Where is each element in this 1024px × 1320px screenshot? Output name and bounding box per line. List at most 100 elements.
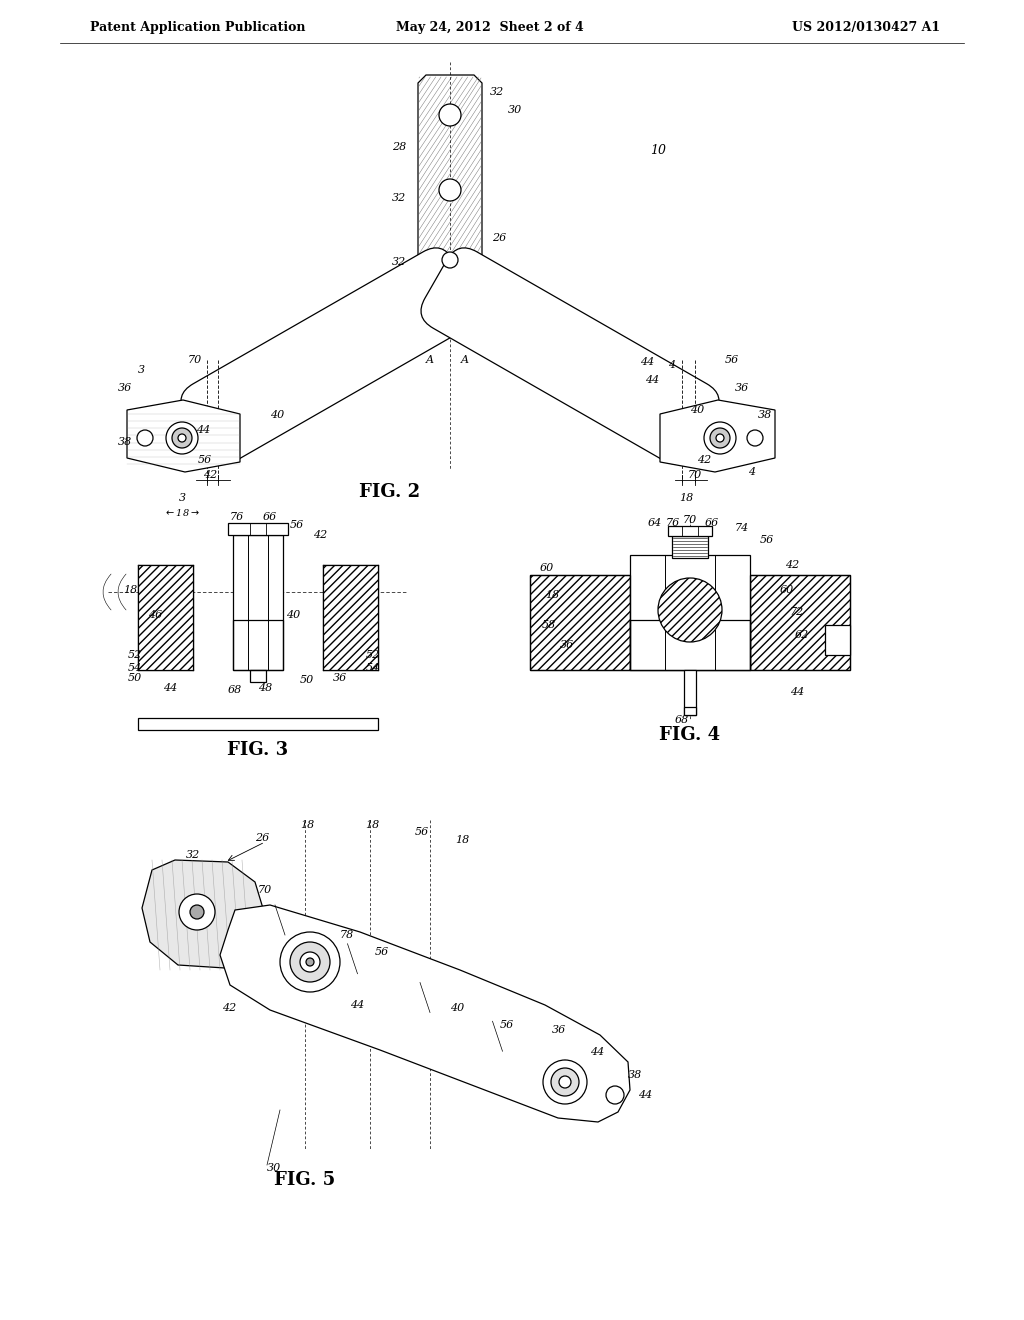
Text: 18: 18 [679,492,693,503]
Text: 26: 26 [492,234,506,243]
Circle shape [166,422,198,454]
Circle shape [280,932,340,993]
Polygon shape [660,400,775,473]
Text: 26: 26 [255,833,269,843]
Text: 48: 48 [258,682,272,693]
Text: 40: 40 [270,411,285,420]
Circle shape [442,252,458,268]
Text: 44: 44 [350,1001,365,1010]
Text: 3: 3 [178,492,185,503]
Text: 56: 56 [500,1020,514,1030]
Bar [138,565,193,671]
Text: 36: 36 [560,640,574,649]
Text: 56: 56 [725,355,739,366]
Bar [750,576,850,671]
Text: 56: 56 [760,535,774,545]
Text: 70: 70 [188,355,203,366]
Text: 18: 18 [455,836,469,845]
Text: 56: 56 [198,455,212,465]
FancyBboxPatch shape [181,248,479,465]
Bar [825,624,850,655]
Text: 78: 78 [340,931,354,940]
Polygon shape [418,75,482,271]
Text: 72: 72 [790,607,804,616]
Bar [630,554,750,671]
Text: FIG. 3: FIG. 3 [227,741,289,759]
Circle shape [705,422,736,454]
Text: FIG. 4: FIG. 4 [659,726,721,744]
Text: 44: 44 [196,425,210,436]
Text: 68: 68 [675,715,689,725]
Text: 56: 56 [415,828,429,837]
Bar [250,671,266,682]
Bar [684,708,696,715]
Text: 40: 40 [690,405,705,414]
Bar [668,525,712,536]
Circle shape [439,180,461,201]
Bar [672,536,708,558]
Text: $\leftarrow$18$\rightarrow$: $\leftarrow$18$\rightarrow$ [164,507,200,517]
Text: 54: 54 [128,663,142,673]
Text: 32: 32 [392,193,407,203]
Circle shape [559,1076,571,1088]
Text: 30: 30 [267,1163,282,1173]
Text: FIG. 5: FIG. 5 [274,1171,336,1189]
Circle shape [190,906,204,919]
Text: 32: 32 [392,257,407,267]
Text: 4: 4 [748,467,755,477]
Text: 70: 70 [688,470,702,480]
Text: 42: 42 [313,531,328,540]
Text: 10: 10 [650,144,666,157]
Text: 38: 38 [758,411,772,420]
Text: 76: 76 [229,512,244,521]
Text: 36: 36 [735,383,750,393]
Bar [138,718,378,730]
Text: 66: 66 [263,512,278,521]
Text: 64: 64 [648,517,663,528]
Circle shape [716,434,724,442]
Text: 28: 28 [392,143,407,152]
Text: 50: 50 [300,675,314,685]
Text: 56: 56 [375,946,389,957]
Bar [750,576,850,671]
Text: 44: 44 [790,686,804,697]
Text: 58: 58 [542,620,556,630]
Bar [228,523,288,535]
Text: 60: 60 [780,585,795,595]
Text: 42: 42 [222,1003,237,1012]
Bar [138,565,193,671]
Text: 38: 38 [628,1071,642,1080]
Text: May 24, 2012  Sheet 2 of 4: May 24, 2012 Sheet 2 of 4 [396,21,584,33]
Polygon shape [220,906,630,1122]
Text: 76: 76 [666,517,680,528]
Text: 4: 4 [668,360,675,370]
Circle shape [290,942,330,982]
Bar [630,620,750,671]
Bar [684,671,696,715]
Text: 36: 36 [118,383,132,393]
Text: 56: 56 [290,520,304,531]
Circle shape [137,430,153,446]
Circle shape [306,958,314,966]
Text: 44: 44 [638,1090,652,1100]
Bar [233,620,283,671]
Text: 54: 54 [366,663,380,673]
Text: 62: 62 [795,630,809,640]
Bar [530,576,630,671]
Text: 70: 70 [258,884,272,895]
Text: 68: 68 [228,685,243,696]
Text: 44: 44 [645,375,659,385]
Circle shape [179,894,215,931]
Text: 30: 30 [508,106,522,115]
Polygon shape [142,861,265,968]
Bar [233,535,283,671]
Text: 18: 18 [300,820,314,830]
Text: 36: 36 [552,1026,566,1035]
Text: US 2012/0130427 A1: US 2012/0130427 A1 [792,21,940,33]
Circle shape [178,434,186,442]
Text: FIG. 2: FIG. 2 [359,483,421,502]
FancyBboxPatch shape [421,248,719,465]
Text: 18: 18 [545,590,559,601]
Bar [530,576,630,671]
Polygon shape [127,400,240,473]
